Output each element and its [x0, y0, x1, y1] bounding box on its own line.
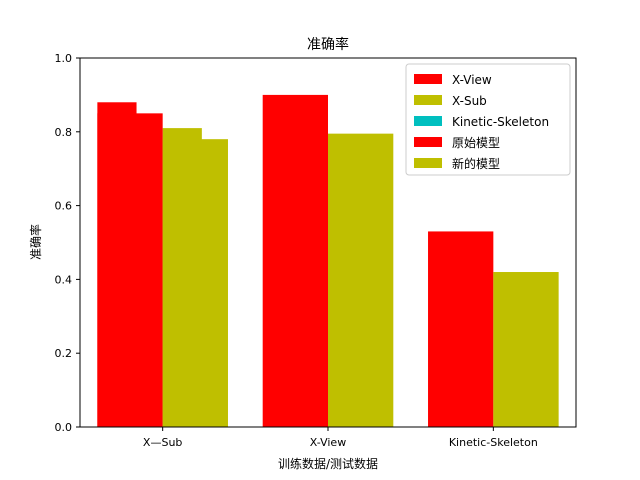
bar-2-2 — [428, 231, 494, 427]
bar-2-1 — [262, 94, 328, 428]
x-axis: X—Sub X-View Kinetic-Skeleton — [143, 427, 538, 449]
y-tick-label: 0.8 — [55, 126, 73, 139]
legend-label: Kinetic-Skeleton — [452, 115, 549, 129]
legend-swatch — [414, 158, 442, 168]
legend-swatch — [414, 137, 442, 147]
bars-group — [97, 94, 559, 428]
bar-3-1 — [328, 133, 394, 427]
bar-2-0 — [97, 113, 163, 427]
chart-title: 准确率 — [307, 36, 349, 53]
legend-swatch — [414, 74, 442, 84]
x-tick-label: X—Sub — [143, 436, 182, 449]
y-tick-label: 1.0 — [55, 52, 73, 65]
y-tick-label: 0.6 — [55, 200, 73, 213]
x-axis-label: 训练数据/测试数据 — [278, 456, 378, 471]
legend-swatch — [414, 95, 442, 105]
legend-label: 新的模型 — [452, 156, 500, 171]
bar-3-0 — [162, 139, 228, 427]
x-tick-label: Kinetic-Skeleton — [449, 436, 538, 449]
legend-label: X-Sub — [452, 94, 487, 108]
y-tick-label: 0.4 — [55, 273, 73, 286]
legend-box — [405, 63, 571, 176]
legend-label: 原始模型 — [452, 136, 500, 150]
y-tick-label: 0.2 — [55, 347, 73, 360]
legend-label: X-View — [452, 73, 492, 87]
bar-3-2 — [493, 272, 559, 427]
x-tick-label: X-View — [310, 436, 346, 449]
y-axis-label: 准确率 — [28, 224, 43, 260]
legend-swatch — [414, 116, 442, 126]
y-axis: 0.0 0.2 0.4 0.6 0.8 1.0 — [55, 52, 80, 434]
y-tick-label: 0.0 — [55, 421, 73, 434]
